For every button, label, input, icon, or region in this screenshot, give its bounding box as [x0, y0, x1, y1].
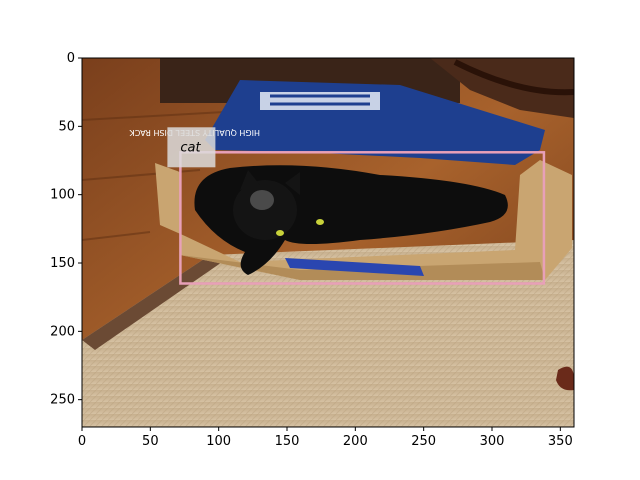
y-axis: 0 50 100 150 200 250 [50, 51, 82, 408]
blue-strip [285, 258, 424, 276]
x-tick-label: 150 [275, 434, 300, 449]
y-tick-label: 0 [67, 51, 75, 66]
axes-frame [81, 57, 575, 428]
y-tick-label: 50 [58, 119, 75, 134]
y-tick-label: 100 [50, 188, 75, 203]
x-tick-label: 250 [411, 434, 436, 449]
detection-label-text: cat [180, 140, 201, 155]
x-axis: 0 50 100 150 200 250 300 350 [78, 427, 573, 449]
y-tick-label: 150 [50, 256, 75, 271]
cat-eye-left [276, 230, 284, 236]
x-tick-label: 300 [480, 434, 505, 449]
cat-eye-right [316, 219, 324, 225]
x-tick-label: 100 [206, 434, 231, 449]
x-tick-label: 50 [142, 434, 159, 449]
x-tick-label: 350 [548, 434, 573, 449]
x-tick-label: 200 [343, 434, 368, 449]
detection-label: cat [167, 127, 216, 168]
y-tick-label: 250 [50, 393, 75, 408]
rug [82, 240, 574, 427]
photo: HIGH QUALITY STEEL DISH RACK [82, 58, 574, 427]
y-tick-label: 200 [50, 324, 75, 339]
x-tick-label: 0 [78, 434, 86, 449]
detection-bounding-box [179, 151, 546, 285]
